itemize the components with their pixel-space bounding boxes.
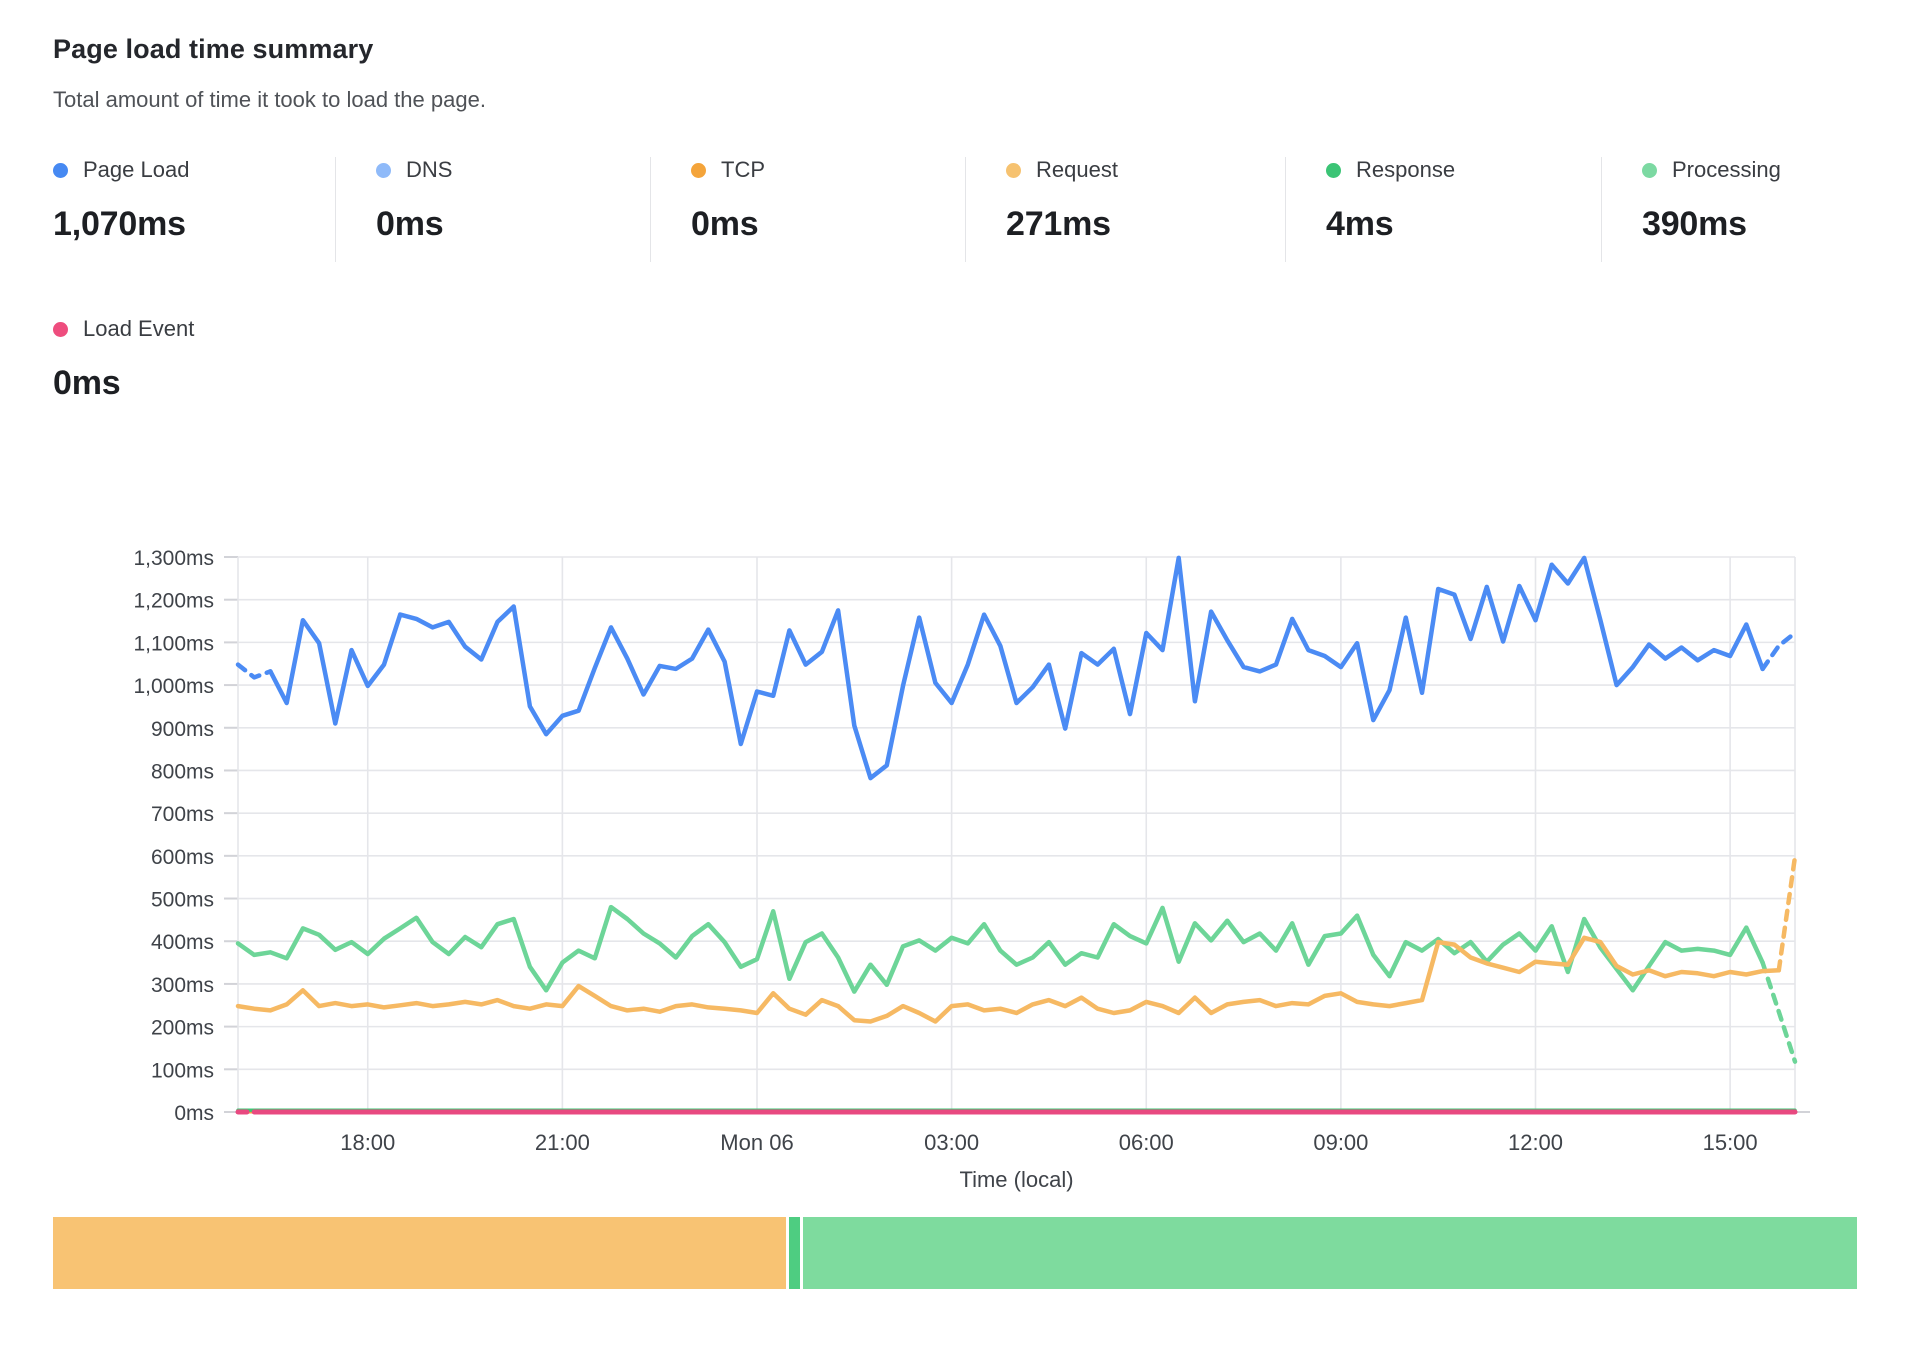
svg-text:1,100ms: 1,100ms bbox=[133, 632, 214, 655]
svg-text:100ms: 100ms bbox=[151, 1059, 214, 1082]
svg-text:200ms: 200ms bbox=[151, 1017, 214, 1040]
metric-legend: Request bbox=[1006, 157, 1285, 183]
metrics-row-2: Load Event 0ms bbox=[53, 316, 1857, 421]
bar-segment-response bbox=[788, 1217, 800, 1289]
metric-label: Load Event bbox=[83, 316, 195, 341]
metric-legend: Processing bbox=[1642, 157, 1857, 183]
svg-text:800ms: 800ms bbox=[151, 760, 214, 783]
request-dot-icon bbox=[1006, 162, 1021, 178]
metric-response: Response 4ms bbox=[1285, 157, 1601, 262]
response-dot-icon bbox=[1326, 162, 1341, 178]
svg-text:06:00: 06:00 bbox=[1119, 1130, 1174, 1155]
tcp-dot-icon bbox=[691, 162, 706, 178]
metric-label: Request bbox=[1036, 157, 1118, 182]
svg-text:Time (local): Time (local) bbox=[959, 1167, 1073, 1192]
timing-proportion-bar bbox=[53, 1217, 1857, 1289]
svg-text:900ms: 900ms bbox=[151, 718, 214, 741]
metric-legend: TCP bbox=[691, 157, 965, 183]
metric-value: 4ms bbox=[1326, 205, 1394, 243]
metric-legend: Page Load bbox=[53, 157, 335, 183]
metric-value: 390ms bbox=[1642, 205, 1747, 243]
svg-text:1,300ms: 1,300ms bbox=[133, 547, 214, 570]
metric-label: Processing bbox=[1672, 157, 1781, 182]
processing-dot-icon bbox=[1642, 162, 1657, 178]
svg-text:600ms: 600ms bbox=[151, 846, 214, 869]
metric-tcp: TCP 0ms bbox=[650, 157, 965, 262]
metric-value: 1,070ms bbox=[53, 205, 186, 243]
metric-legend: Load Event bbox=[53, 316, 335, 342]
svg-text:1,000ms: 1,000ms bbox=[133, 675, 214, 698]
metrics-row: Page Load 1,070ms DNS 0ms TCP 0ms Reques… bbox=[53, 157, 1857, 262]
bar-segment-processing bbox=[802, 1217, 1857, 1289]
metric-processing: Processing 390ms bbox=[1601, 157, 1857, 262]
metric-label: DNS bbox=[406, 157, 453, 182]
svg-text:18:00: 18:00 bbox=[340, 1130, 395, 1155]
metric-request: Request 271ms bbox=[965, 157, 1285, 262]
metric-dns: DNS 0ms bbox=[335, 157, 650, 262]
svg-text:0ms: 0ms bbox=[174, 1102, 214, 1125]
svg-text:12:00: 12:00 bbox=[1508, 1130, 1563, 1155]
svg-text:700ms: 700ms bbox=[151, 803, 214, 826]
svg-text:500ms: 500ms bbox=[151, 889, 214, 912]
load-event-dot-icon bbox=[53, 321, 68, 337]
dns-dot-icon bbox=[376, 162, 391, 178]
metric-value: 271ms bbox=[1006, 205, 1111, 243]
svg-text:1,200ms: 1,200ms bbox=[133, 590, 214, 613]
svg-text:09:00: 09:00 bbox=[1313, 1130, 1368, 1155]
bar-segment-request bbox=[53, 1217, 786, 1289]
svg-text:21:00: 21:00 bbox=[535, 1130, 590, 1155]
metric-value: 0ms bbox=[691, 205, 759, 243]
load-time-line-chart[interactable]: 0ms 100ms 200ms 300ms 400ms 500ms 600ms 700ms 80… bbox=[53, 539, 1857, 1194]
metric-value: 0ms bbox=[376, 205, 444, 243]
page-load-dot-icon bbox=[53, 162, 68, 178]
metric-legend: Response bbox=[1326, 157, 1601, 183]
metric-legend: DNS bbox=[376, 157, 650, 183]
svg-text:Mon 06: Mon 06 bbox=[720, 1130, 793, 1155]
page-subtitle: Total amount of time it took to load the… bbox=[53, 87, 486, 112]
page-title: Page load time summary bbox=[53, 34, 374, 64]
metric-load-event: Load Event 0ms bbox=[53, 316, 335, 421]
metric-label: TCP bbox=[721, 157, 765, 182]
metric-page-load: Page Load 1,070ms bbox=[53, 157, 335, 262]
page: Page load time summary Total amount of t… bbox=[53, 34, 1857, 1289]
svg-text:15:00: 15:00 bbox=[1703, 1130, 1758, 1155]
svg-text:03:00: 03:00 bbox=[924, 1130, 979, 1155]
metric-label: Response bbox=[1356, 157, 1456, 182]
chart-area: 0ms 100ms 200ms 300ms 400ms 500ms 600ms 700ms 80… bbox=[53, 539, 1857, 1199]
metric-label: Page Load bbox=[83, 157, 190, 182]
metric-value: 0ms bbox=[53, 364, 121, 402]
svg-text:300ms: 300ms bbox=[151, 974, 214, 997]
svg-text:400ms: 400ms bbox=[151, 931, 214, 954]
